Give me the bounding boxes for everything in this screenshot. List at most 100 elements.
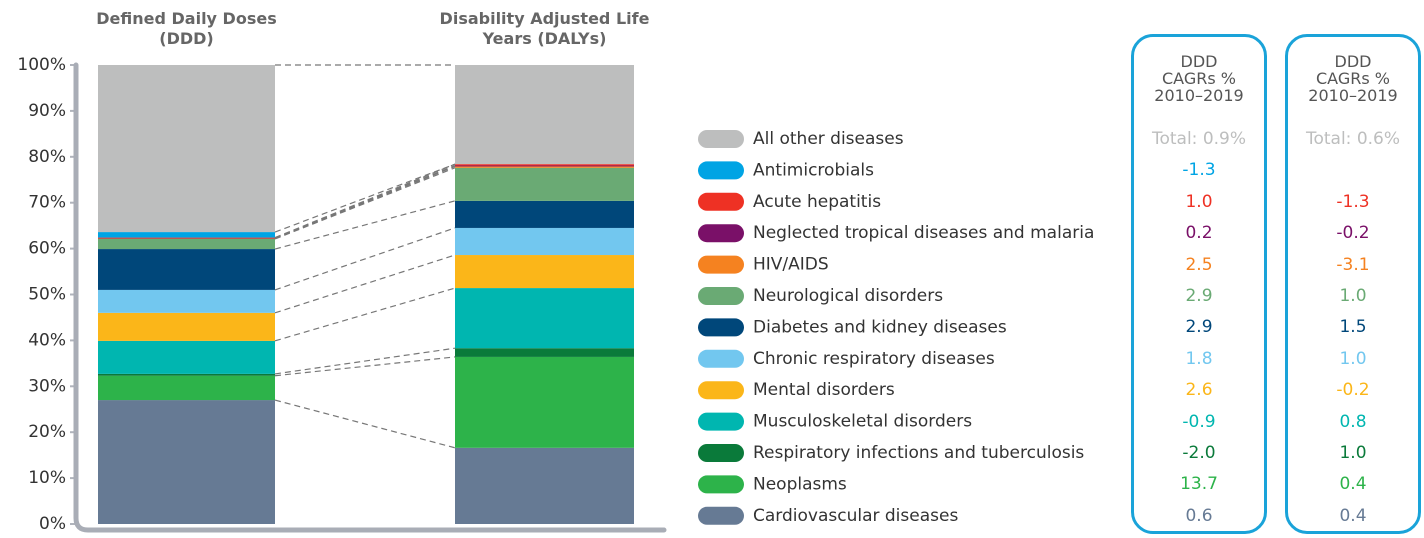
connector-line	[274, 254, 456, 314]
connector-line	[274, 165, 456, 240]
connector-line	[274, 356, 456, 377]
legend-swatch	[698, 412, 744, 431]
legend-label: Acute hepatitis	[753, 192, 881, 212]
cagr-table: DDD CAGRs % 2010–2019 Total: 0.9% -1.3 1.0 0…	[1131, 34, 1267, 534]
legend-label: All other diseases	[753, 129, 904, 149]
table-value: -0.2	[1336, 380, 1370, 401]
bar-segment	[455, 356, 634, 448]
table-value: 13.7	[1180, 474, 1218, 495]
table-value: 1.0	[1339, 443, 1367, 463]
legend-swatch	[698, 506, 744, 525]
table-value: 1.8	[1185, 348, 1213, 369]
connector-line	[274, 287, 456, 342]
y-tick-label: 90%	[28, 101, 66, 121]
table-value: 1.0	[1185, 191, 1213, 212]
table-value: 0.4	[1339, 474, 1367, 495]
legend-swatch	[698, 318, 744, 337]
table-value: -0.9	[1182, 411, 1216, 432]
bar-segment	[98, 232, 275, 238]
bar-segment	[98, 238, 275, 250]
cagr-table: DDD CAGRs % 2010–2019 Total: 0.6% -1.3 -0.2…	[1285, 34, 1421, 534]
legend-swatch	[698, 130, 744, 148]
legend-swatch	[698, 475, 744, 494]
legend-swatch	[698, 224, 744, 243]
bar-segment	[455, 200, 634, 228]
bar-segment	[455, 166, 634, 168]
legend-swatch	[698, 349, 744, 368]
connector-line	[274, 163, 456, 233]
bar-segment	[98, 249, 275, 290]
legend-label: Neglected tropical diseases and malaria	[753, 223, 1094, 243]
bar-segment	[455, 165, 634, 167]
connector-line	[274, 227, 456, 291]
bar-segment	[98, 340, 275, 374]
legend-swatch	[698, 161, 744, 180]
bar-segment	[455, 65, 634, 165]
category-label: Disability Adjusted Life Years (DALYs)	[439, 9, 650, 48]
bar-segment	[98, 373, 275, 376]
bar-segment	[455, 447, 634, 524]
bar-segment	[455, 288, 634, 349]
y-tick-label: 60%	[28, 239, 66, 259]
table-value: 2.9	[1185, 286, 1213, 306]
legend-swatch	[698, 287, 744, 305]
bar-segment	[455, 164, 634, 166]
table-value: -1.3	[1336, 191, 1370, 212]
legend-swatch	[698, 444, 744, 462]
table-value: 0.4	[1339, 505, 1367, 526]
legend-swatch	[698, 381, 744, 400]
table-value: 1.0	[1339, 348, 1367, 369]
legend-label: Neoplasms	[753, 474, 847, 494]
legend-label: Cardiovascular diseases	[753, 506, 958, 526]
table-value: Total: 0.6%	[1305, 129, 1401, 149]
y-tick-label: 30%	[28, 376, 66, 396]
y-tick-label: 70%	[28, 193, 66, 213]
y-tick-label: 50%	[28, 285, 66, 305]
connector-line	[274, 399, 456, 449]
y-tick-label: 100%	[17, 55, 66, 75]
legend-swatch	[698, 255, 744, 274]
legend-swatch	[698, 192, 744, 211]
table-value: -0.2	[1336, 223, 1370, 244]
legend-label: Diabetes and kidney diseases	[753, 317, 1007, 337]
table-header: DDD CAGRs % 2010–2019	[1154, 52, 1244, 105]
bar-segment	[98, 375, 275, 401]
bar-segment	[98, 312, 275, 341]
table-value: Total: 0.9%	[1151, 129, 1247, 149]
y-tick-label: 0%	[39, 514, 66, 534]
connector-line	[274, 167, 456, 240]
legend-label: Musculoskeletal disorders	[753, 412, 972, 432]
legend-label: HIV/AIDS	[753, 255, 829, 275]
connector-line	[274, 347, 456, 375]
table-header: DDD CAGRs % 2010–2019	[1308, 52, 1398, 105]
legend-label: Antimicrobials	[753, 160, 874, 180]
y-tick-label: 40%	[28, 330, 66, 350]
y-tick-label: 10%	[28, 468, 66, 488]
connector-line	[274, 200, 456, 250]
table-value: 2.6	[1185, 380, 1213, 401]
category-label: Defined Daily Doses (DDD)	[96, 9, 277, 48]
legend-label: Respiratory infections and tuberculosis	[753, 443, 1084, 463]
table-value: -3.1	[1336, 254, 1370, 275]
y-tick-label: 20%	[28, 422, 66, 442]
table-value: 0.2	[1185, 223, 1213, 244]
bar-segment	[455, 227, 634, 256]
bar-segment	[455, 255, 634, 289]
axis	[73, 62, 667, 533]
connector-line	[274, 163, 456, 239]
bar-segment	[455, 348, 634, 357]
legend-label: Chronic respiratory diseases	[753, 349, 995, 369]
table-value: 1.0	[1339, 286, 1367, 306]
table-value: 1.5	[1339, 317, 1367, 338]
bar-segment	[98, 400, 275, 524]
legend-label: Mental disorders	[753, 380, 895, 400]
legend-label: Neurological disorders	[753, 286, 943, 306]
table-value: 0.8	[1339, 411, 1367, 432]
table-value: -2.0	[1182, 443, 1216, 463]
bar-segment	[455, 167, 634, 201]
bar-segment	[98, 289, 275, 313]
table-value: 2.9	[1185, 317, 1213, 338]
bar-segment	[98, 65, 275, 233]
